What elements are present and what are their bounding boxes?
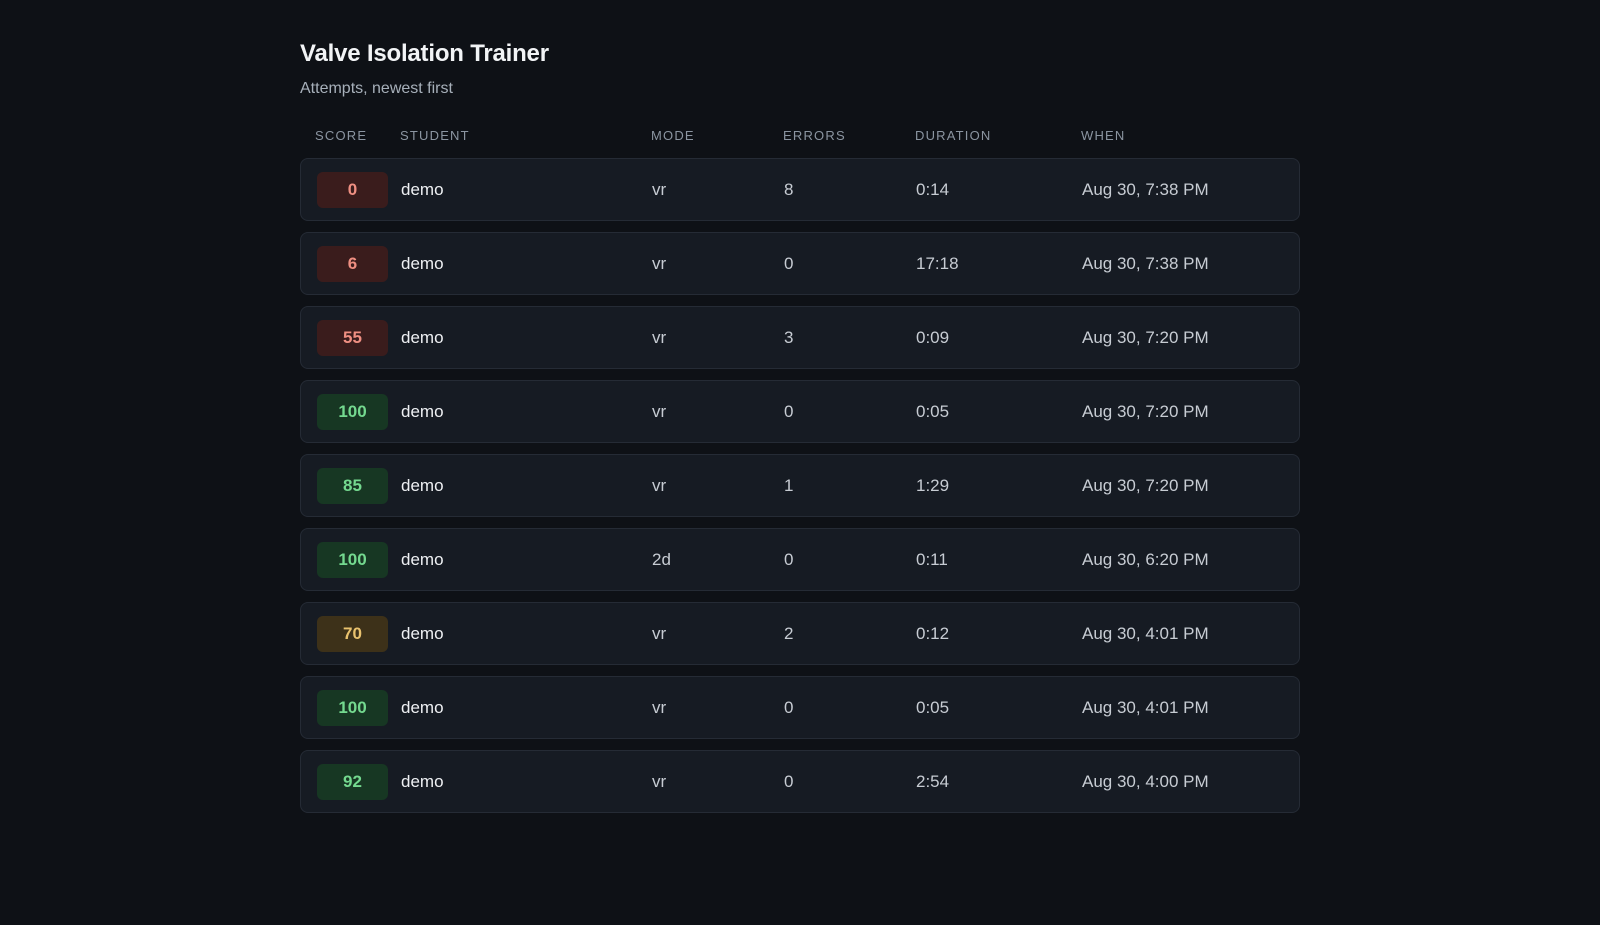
score-badge: 6: [317, 246, 388, 282]
student-name: demo: [401, 698, 444, 717]
student-name: demo: [401, 254, 444, 273]
student-name: demo: [401, 550, 444, 569]
duration-value: 0:11: [916, 550, 948, 569]
column-header-errors: ERRORS: [783, 128, 846, 143]
errors-value: 3: [784, 328, 794, 347]
mode-value: vr: [652, 624, 667, 643]
mode-value: vr: [652, 476, 667, 495]
student-name: demo: [401, 402, 444, 421]
errors-value: 1: [784, 476, 794, 495]
when-value: Aug 30, 7:20 PM: [1082, 402, 1209, 421]
attempts-panel: Valve Isolation Trainer Attempts, newest…: [300, 38, 1300, 824]
when-value: Aug 30, 6:20 PM: [1082, 550, 1209, 569]
mode-value: vr: [652, 402, 667, 421]
student-name: demo: [401, 772, 444, 791]
column-header-duration: DURATION: [915, 128, 992, 143]
errors-value: 0: [784, 772, 794, 791]
when-value: Aug 30, 7:38 PM: [1082, 254, 1209, 273]
mode-value: vr: [652, 180, 667, 199]
mode-value: 2d: [652, 550, 671, 569]
score-badge: 100: [317, 690, 388, 726]
errors-value: 8: [784, 180, 794, 199]
student-name: demo: [401, 476, 444, 495]
duration-value: 0:05: [916, 698, 950, 717]
attempt-row[interactable]: 70 demo vr 2 0:12 Aug 30, 4:01 PM: [300, 602, 1300, 665]
attempt-row[interactable]: 92 demo vr 0 2:54 Aug 30, 4:00 PM: [300, 750, 1300, 813]
duration-value: 0:12: [916, 624, 950, 643]
student-name: demo: [401, 624, 444, 643]
when-value: Aug 30, 7:38 PM: [1082, 180, 1209, 199]
when-value: Aug 30, 4:01 PM: [1082, 624, 1209, 643]
attempt-row[interactable]: 85 demo vr 1 1:29 Aug 30, 7:20 PM: [300, 454, 1300, 517]
duration-value: 0:14: [916, 180, 950, 199]
score-badge: 100: [317, 542, 388, 578]
score-badge: 0: [317, 172, 388, 208]
page-subtitle: Attempts, newest first: [300, 80, 453, 97]
errors-value: 0: [784, 698, 794, 717]
table-header: SCORE STUDENT MODE ERRORS DURATION WHEN: [300, 128, 1300, 150]
student-name: demo: [401, 328, 444, 347]
student-name: demo: [401, 180, 444, 199]
score-badge: 70: [317, 616, 388, 652]
column-header-mode: MODE: [651, 128, 695, 143]
when-value: Aug 30, 4:01 PM: [1082, 698, 1209, 717]
mode-value: vr: [652, 698, 667, 717]
attempt-row[interactable]: 6 demo vr 0 17:18 Aug 30, 7:38 PM: [300, 232, 1300, 295]
score-badge: 85: [317, 468, 388, 504]
attempt-row[interactable]: 55 demo vr 3 0:09 Aug 30, 7:20 PM: [300, 306, 1300, 369]
when-value: Aug 30, 7:20 PM: [1082, 328, 1209, 347]
duration-value: 0:05: [916, 402, 950, 421]
attempt-row[interactable]: 0 demo vr 8 0:14 Aug 30, 7:38 PM: [300, 158, 1300, 221]
attempt-row[interactable]: 100 demo 2d 0 0:11 Aug 30, 6:20 PM: [300, 528, 1300, 591]
attempt-row[interactable]: 100 demo vr 0 0:05 Aug 30, 7:20 PM: [300, 380, 1300, 443]
errors-value: 2: [784, 624, 794, 643]
errors-value: 0: [784, 254, 794, 273]
mode-value: vr: [652, 772, 667, 791]
column-header-when: WHEN: [1081, 128, 1126, 143]
duration-value: 0:09: [916, 328, 950, 347]
duration-value: 17:18: [916, 254, 959, 273]
errors-value: 0: [784, 402, 794, 421]
score-badge: 55: [317, 320, 388, 356]
column-header-student: STUDENT: [400, 128, 470, 143]
score-badge: 92: [317, 764, 388, 800]
page-title: Valve Isolation Trainer: [300, 40, 549, 67]
errors-value: 0: [784, 550, 794, 569]
duration-value: 1:29: [916, 476, 950, 495]
when-value: Aug 30, 4:00 PM: [1082, 772, 1209, 791]
duration-value: 2:54: [916, 772, 950, 791]
mode-value: vr: [652, 328, 667, 347]
column-header-score: SCORE: [315, 128, 368, 143]
score-badge: 100: [317, 394, 388, 430]
when-value: Aug 30, 7:20 PM: [1082, 476, 1209, 495]
attempt-row[interactable]: 100 demo vr 0 0:05 Aug 30, 4:01 PM: [300, 676, 1300, 739]
attempts-list: 0 demo vr 8 0:14 Aug 30, 7:38 PM 6 demo vr 0 17:18…: [300, 158, 1300, 813]
mode-value: vr: [652, 254, 667, 273]
